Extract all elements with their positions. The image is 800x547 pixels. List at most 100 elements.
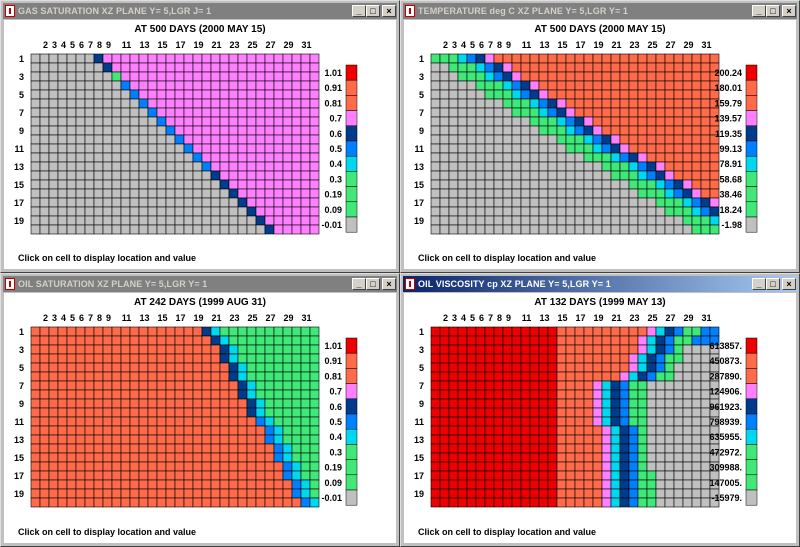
grid-cell [30,116,41,127]
grid-cell [66,497,77,508]
column-label: 7 [88,40,93,50]
grid-cell [583,188,594,199]
grid-cell [30,152,41,163]
grid-cell [129,434,140,445]
grid-cell [601,143,612,154]
grid-cell [628,224,639,235]
grid-cell [592,161,603,172]
grid-cell [583,398,594,409]
grid-cell [664,134,675,145]
grid-cell [309,416,320,427]
grid-cell [219,197,230,208]
grid-cell [66,161,77,172]
grid-cell [183,497,194,508]
minimize-button[interactable]: _ [752,5,766,17]
window-oil-saturation[interactable]: OIL SATURATION XZ PLANE Y= 5,LGR Y= 1 _ … [0,273,400,547]
grid-cell [111,197,122,208]
grid-cell [300,215,311,226]
grid-cell [102,470,113,481]
minimize-button[interactable]: _ [352,278,366,290]
grid-cell [493,71,504,82]
title-bar[interactable]: OIL SATURATION XZ PLANE Y= 5,LGR Y= 1 _ … [3,276,397,292]
grid-cell [637,497,648,508]
grid-cell [183,470,194,481]
maximize-button[interactable]: □ [366,278,380,290]
grid-cell [583,152,594,163]
grid-cell [174,206,185,217]
grid-cell [448,125,459,136]
grid-cell [48,80,59,91]
row-label: 15 [14,180,24,190]
grid-cell [628,371,639,382]
grid-cell [246,344,257,355]
grid-cell [210,179,221,190]
grid-cell [30,398,41,409]
grid-cell [183,389,194,400]
grid-cell [439,371,450,382]
grid-map[interactable]: 2 3 4 5 6 7 8 9 11 13 15 17 19 21 23 25 27 29 311357911131… [404,293,798,545]
grid-map[interactable]: 2 3 4 5 6 7 8 9 11 13 15 17 19 21 23 25 27 29 311357911131… [4,20,398,271]
grid-cell [219,179,230,190]
grid-map[interactable]: 2 3 4 5 6 7 8 9 11 13 15 17 19 21 23 25 27 29 311357911131… [4,293,398,545]
grid-cell [601,206,612,217]
grid-cell [156,452,167,463]
window-temperature[interactable]: TEMPERATURE deg C XZ PLANE Y= 5,LGR Y= 1… [400,0,800,273]
close-button[interactable]: × [382,5,396,17]
legend-swatch [345,459,358,476]
grid-cell [291,143,302,154]
grid-cell [291,434,302,445]
grid-cell [66,62,77,73]
minimize-button[interactable]: _ [352,5,366,17]
grid-cell [48,134,59,145]
grid-cell [493,452,504,463]
grid-cell [309,179,320,190]
grid-cell [583,224,594,235]
grid-cell [165,224,176,235]
grid-cell [439,80,450,91]
grid-cell [592,452,603,463]
close-button[interactable]: × [782,5,796,17]
grid-cell [520,62,531,73]
minimize-button[interactable]: _ [752,278,766,290]
legend-label: -15979. [711,493,742,503]
maximize-button[interactable]: □ [366,5,380,17]
grid-cell [48,197,59,208]
grid-cell [475,344,486,355]
title-bar[interactable]: GAS SATURATION XZ PLANE Y= 5,LGR J= 1 _ … [3,3,397,19]
grid-cell [583,89,594,100]
grid-cell [201,389,212,400]
grid-cell [601,362,612,373]
window-oil-viscosity[interactable]: OIL VISCOSITY cp XZ PLANE Y= 5,LGR Y= 1 … [400,273,800,547]
maximize-button[interactable]: □ [766,278,780,290]
grid-cell [583,215,594,226]
grid-cell [466,407,477,418]
grid-cell [439,389,450,400]
grid-cell [282,89,293,100]
grid-map[interactable]: 2 3 4 5 6 7 8 9 11 13 15 17 19 21 23 25 27 29 311357911131… [404,20,798,271]
grid-cell [682,443,693,454]
grid-cell [228,434,239,445]
grid-cell [219,62,230,73]
grid-cell [156,80,167,91]
title-bar[interactable]: OIL VISCOSITY cp XZ PLANE Y= 5,LGR Y= 1 … [403,276,797,292]
grid-cell [448,452,459,463]
grid-cell [102,161,113,172]
close-button[interactable]: × [382,278,396,290]
grid-cell [457,389,468,400]
grid-cell [628,215,639,226]
grid-cell [601,416,612,427]
grid-cell [673,80,684,91]
grid-cell [673,215,684,226]
grid-cell [457,344,468,355]
window-gas-saturation[interactable]: GAS SATURATION XZ PLANE Y= 5,LGR J= 1 _ … [0,0,400,273]
maximize-button[interactable]: □ [766,5,780,17]
grid-cell [30,134,41,145]
title-bar[interactable]: TEMPERATURE deg C XZ PLANE Y= 5,LGR Y= 1… [403,3,797,19]
grid-cell [466,326,477,337]
grid-cell [700,80,711,91]
grid-cell [30,206,41,217]
grid-cell [300,362,311,373]
grid-cell [529,371,540,382]
close-button[interactable]: × [782,278,796,290]
grid-cell [210,416,221,427]
